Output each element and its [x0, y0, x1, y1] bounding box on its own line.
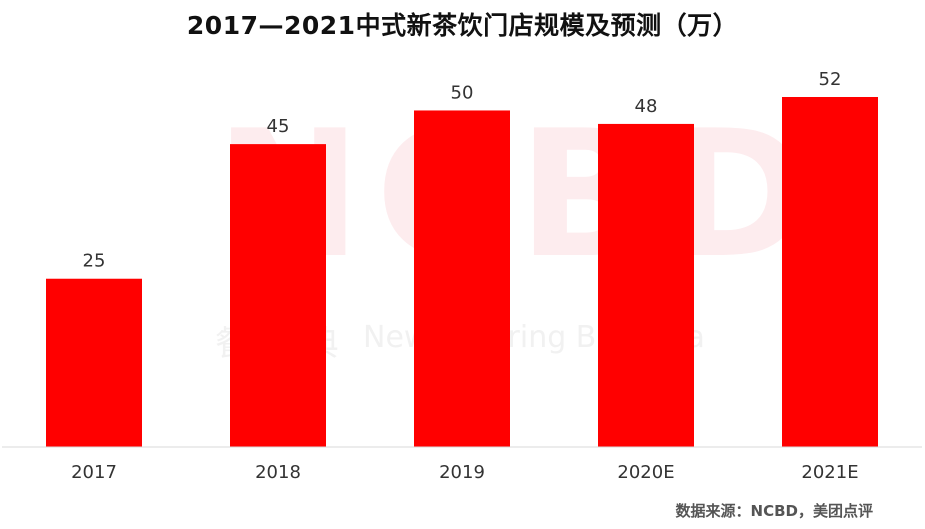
bar-2020E [598, 123, 694, 447]
source-note: 数据来源：NCBD，美团点评 [675, 502, 873, 520]
data-label-2019: 50 [451, 82, 474, 103]
bar-2017 [46, 278, 142, 447]
data-label-2018: 45 [267, 116, 290, 137]
value-labels-group: 25 45 50 48 52 [83, 69, 842, 272]
x-tick-label-2017: 2017 [71, 462, 117, 483]
x-tick-label-2019: 2019 [439, 462, 485, 483]
x-tick-label-2020E: 2020E [617, 462, 674, 483]
x-tick-labels-group: 2017 2018 2019 2020E 2021E [71, 462, 859, 483]
bar-2021E [782, 97, 878, 447]
data-label-2021E: 52 [819, 69, 842, 90]
x-tick-label-2018: 2018 [255, 462, 301, 483]
bar-2018 [230, 144, 326, 447]
bars-group [46, 97, 878, 447]
x-tick-label-2021E: 2021E [801, 462, 858, 483]
data-label-2020E: 48 [635, 96, 658, 117]
bar-2019 [414, 110, 510, 447]
chart-title: 2017—2021中式新茶饮门店规模及预测（万） [186, 11, 739, 40]
data-label-2017: 25 [83, 251, 106, 272]
